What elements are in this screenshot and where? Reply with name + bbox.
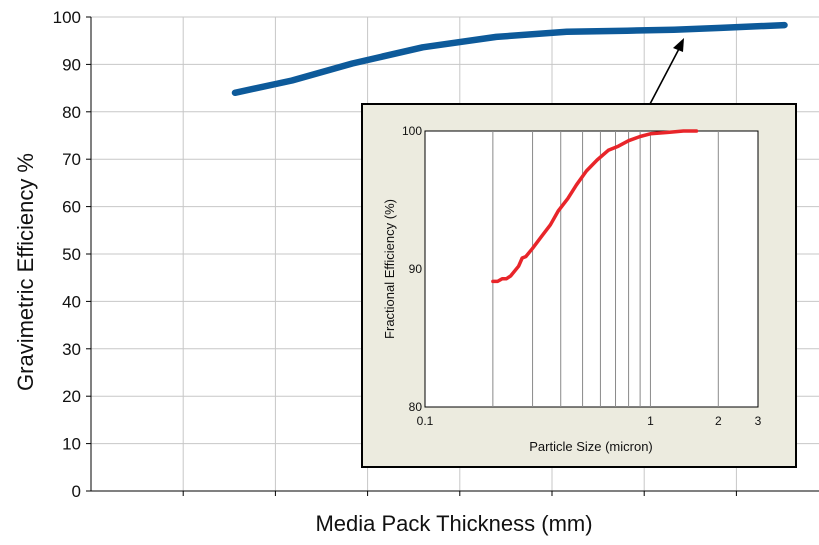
inset-chart: 80 90 100 0.1 1 2 3 Fractional Efficiency (%)… bbox=[361, 103, 797, 468]
inset-x-tick-labels: 0.1 1 2 3 bbox=[417, 414, 762, 428]
inset-x-tick-label: 1 bbox=[647, 414, 654, 428]
main-y-tick-label: 80 bbox=[62, 103, 81, 122]
main-y-tick-label: 70 bbox=[62, 150, 81, 169]
main-y-tick-label: 50 bbox=[62, 245, 81, 264]
inset-plot-area bbox=[424, 130, 759, 408]
main-x-axis-label: Media Pack Thickness (mm) bbox=[315, 511, 592, 536]
main-y-tick-label: 40 bbox=[62, 292, 81, 311]
inset-y-tick-label: 80 bbox=[409, 400, 423, 414]
inset-callout-arrow-head bbox=[673, 38, 684, 52]
main-series bbox=[231, 21, 788, 97]
inset-y-tick-label: 90 bbox=[409, 262, 423, 276]
inset-gridlines bbox=[492, 131, 719, 407]
inset-x-axis-label: Particle Size (micron) bbox=[529, 439, 653, 454]
main-y-tick-labels: 0 10 20 30 40 50 60 70 80 90 100 bbox=[53, 8, 81, 501]
inset-y-tick-label: 100 bbox=[402, 124, 422, 138]
main-y-tick-label: 60 bbox=[62, 198, 81, 217]
gravimetric-efficiency-line bbox=[231, 21, 788, 97]
main-y-tick-label: 30 bbox=[62, 340, 81, 359]
main-y-tick-label: 20 bbox=[62, 387, 81, 406]
inset-series bbox=[491, 129, 699, 284]
main-y-tick-label: 100 bbox=[53, 8, 81, 27]
main-y-tick-label: 10 bbox=[62, 435, 81, 454]
inset-x-tick-label: 3 bbox=[755, 414, 762, 428]
inset-x-tick-label: 2 bbox=[715, 414, 722, 428]
inset-y-tick-labels: 80 90 100 bbox=[402, 124, 422, 414]
inset-callout-arrow-shaft bbox=[649, 44, 682, 105]
inset-x-tick-label: 0.1 bbox=[417, 414, 434, 428]
main-y-tick-label: 0 bbox=[72, 482, 81, 501]
main-y-axis-label: Gravimetric Efficiency % bbox=[13, 153, 38, 391]
main-y-tick-label: 90 bbox=[62, 55, 81, 74]
main-axes bbox=[86, 16, 819, 496]
inset-y-axis-label: Fractional Efficiency (%) bbox=[382, 199, 397, 339]
fractional-efficiency-line bbox=[491, 129, 699, 284]
